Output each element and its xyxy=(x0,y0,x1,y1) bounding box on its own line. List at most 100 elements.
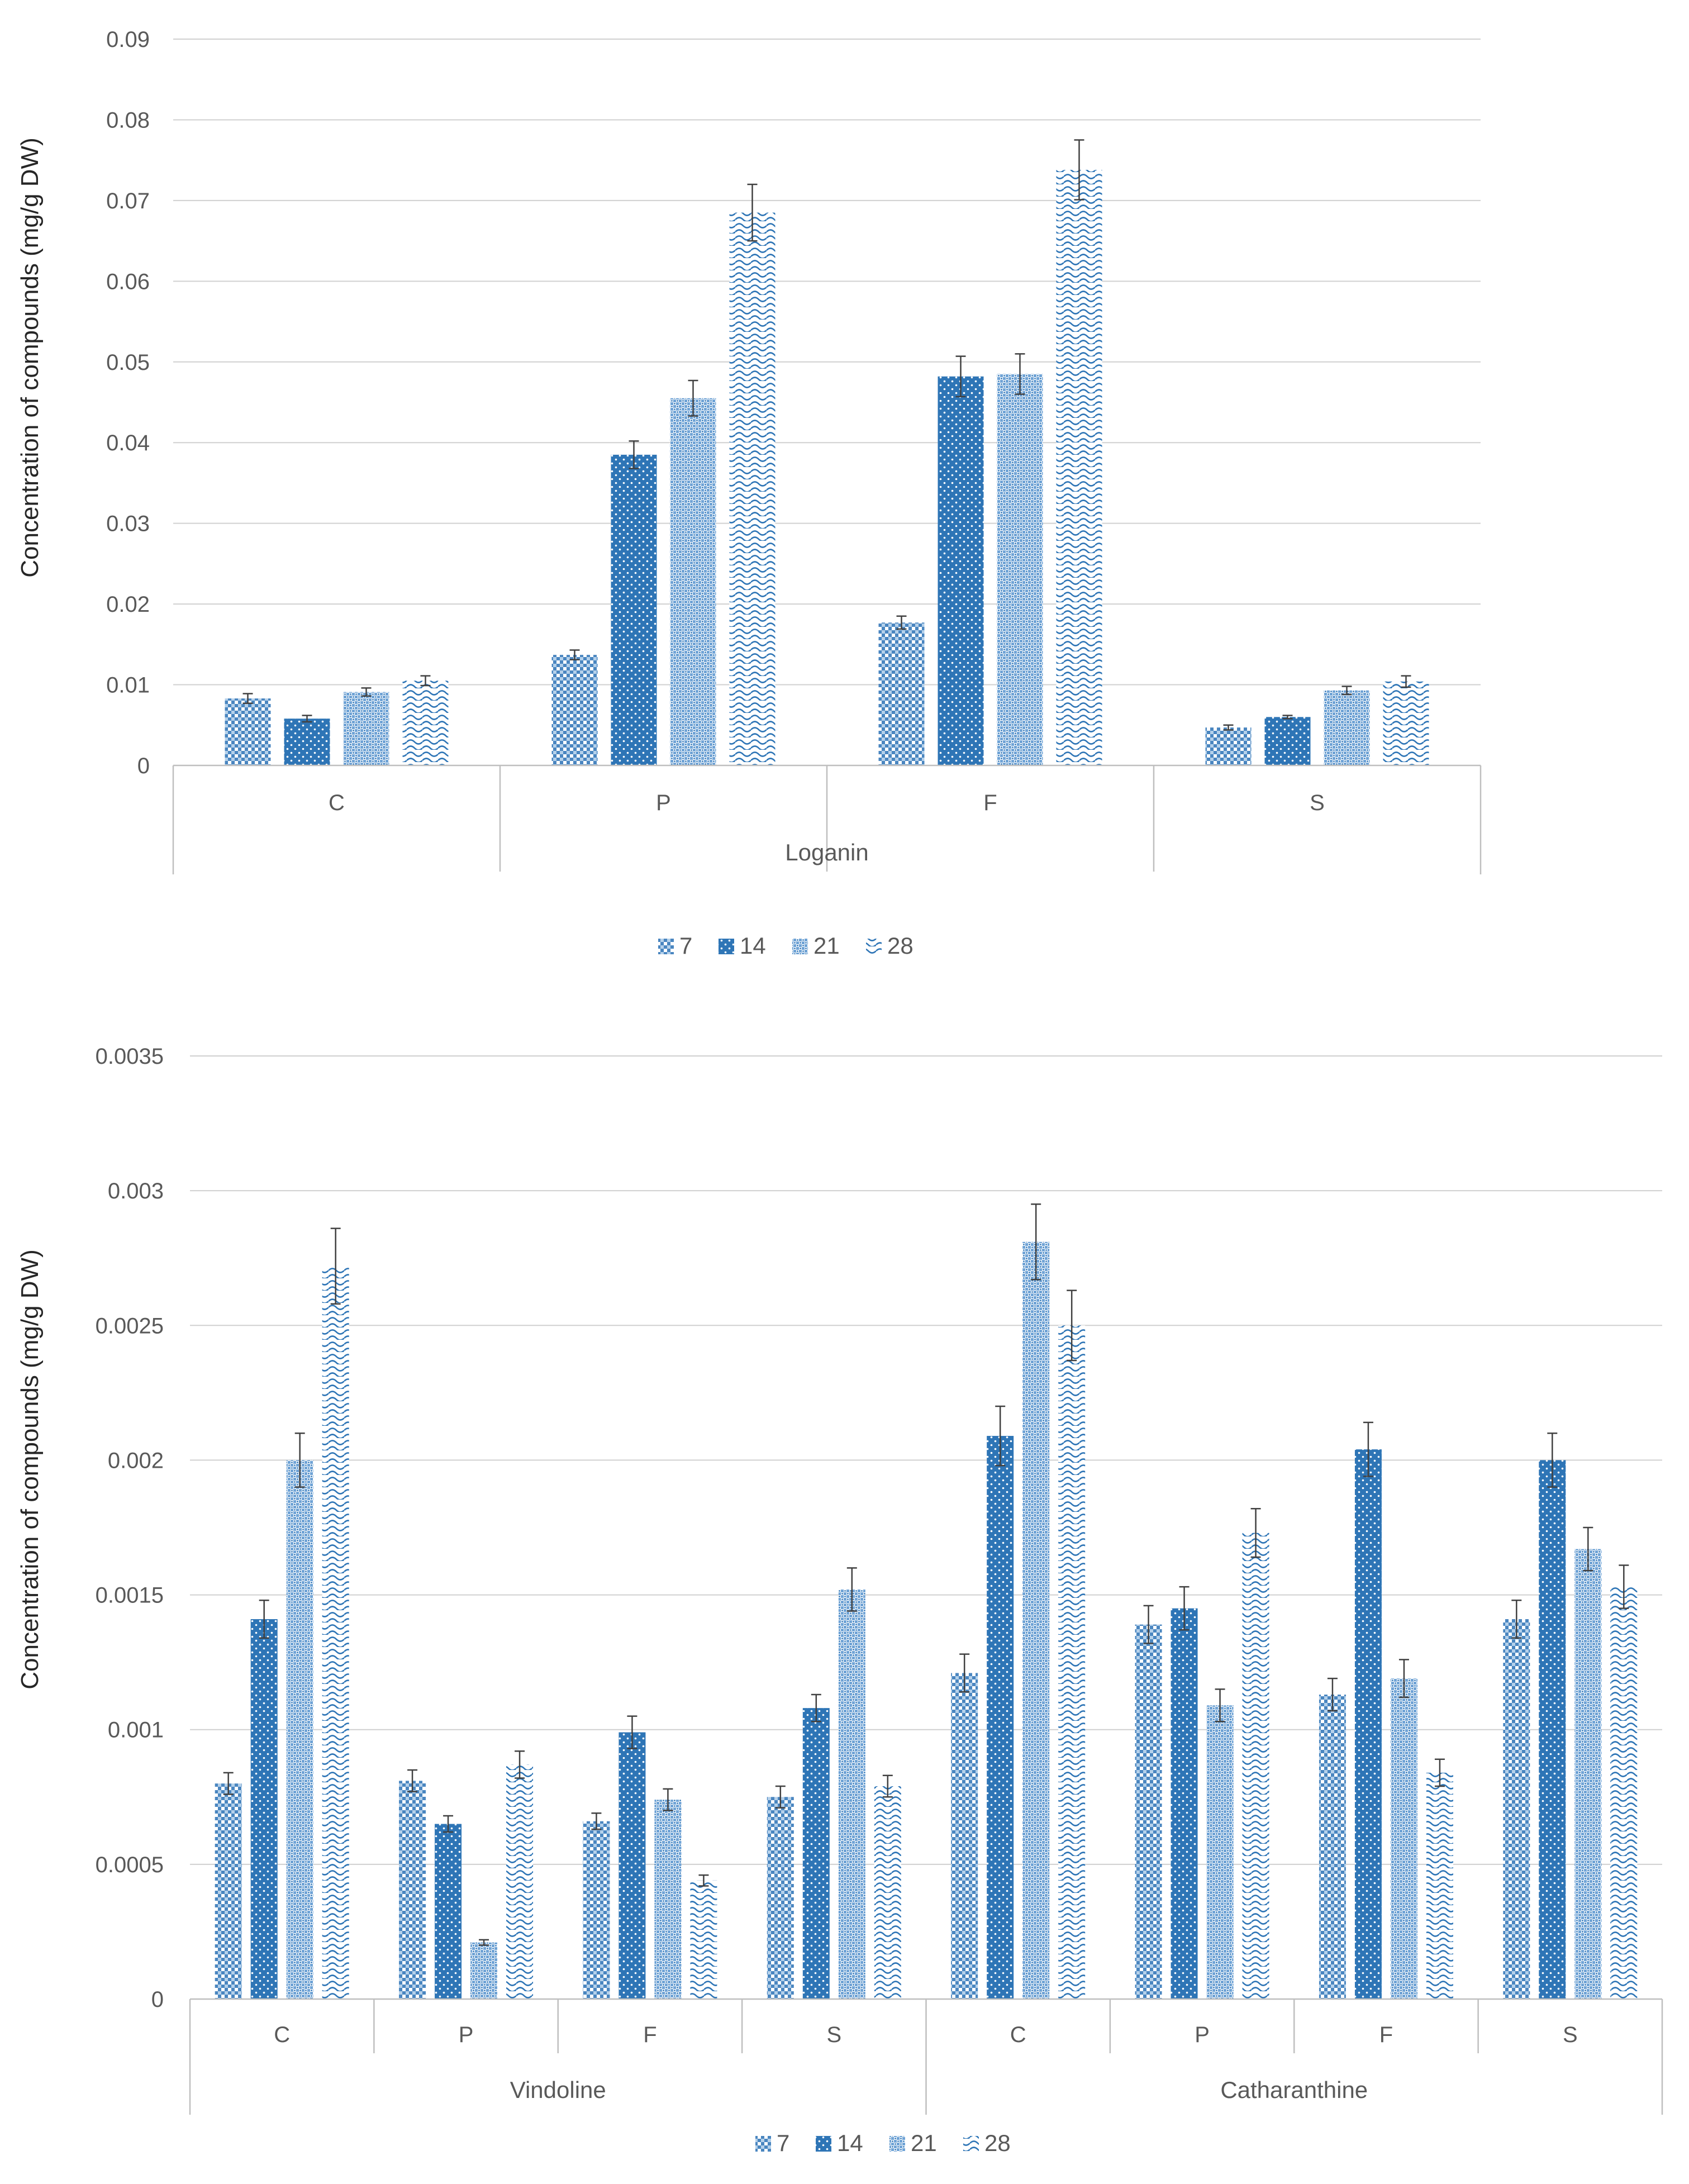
bar-series-21 xyxy=(470,1942,498,1999)
bar-series-21 xyxy=(1324,690,1370,765)
y-axis-label: Concentration of compounds (mg/g DW) xyxy=(16,1249,44,1689)
legend-swatch xyxy=(719,939,734,954)
bar-series-7 xyxy=(878,622,925,765)
bar-series-14 xyxy=(1539,1460,1566,1999)
bar-series-28 xyxy=(1242,1533,1269,1999)
legend-label: 7 xyxy=(679,932,692,959)
category-label: C xyxy=(274,2023,290,2047)
legend-item-28: 28 xyxy=(963,2130,1011,2156)
x-axis xyxy=(172,764,1482,874)
group-label: Catharanthine xyxy=(1220,2077,1368,2103)
y-tick-label: 0 xyxy=(137,754,150,778)
bar-series-21 xyxy=(286,1460,313,1999)
y-tick-label: 0.05 xyxy=(106,350,150,375)
category-label: P xyxy=(459,2023,474,2047)
y-tick-labels: 0 0.0005 0.001 0.0015 0.002 0.0025 0.003 0.0035 xyxy=(96,1044,164,2012)
loganin-chart: 0 0.01 0.02 0.03 0.04 0.05 0.06 0.07 0.08 0.09 C P… xyxy=(16,27,1482,959)
bar-series-28 xyxy=(322,1266,349,1999)
bar-series-21 xyxy=(1574,1549,1602,1999)
legend-label: 14 xyxy=(837,2130,863,2156)
bar-series-28 xyxy=(1058,1325,1086,1999)
bars xyxy=(215,1241,1638,1999)
error-bars xyxy=(242,139,1411,731)
legend-item-21: 21 xyxy=(792,932,840,959)
y-tick-label: 0.02 xyxy=(106,592,150,617)
y-tick-label: 0.0035 xyxy=(96,1044,164,1069)
bar-series-7 xyxy=(1319,1695,1346,1999)
bar-series-14 xyxy=(435,1824,462,1999)
legend-swatch xyxy=(963,2136,979,2152)
y-tick-label: 0.06 xyxy=(106,269,150,294)
x-axis xyxy=(189,1998,1663,2115)
legend-label: 21 xyxy=(911,2130,937,2156)
bar-series-21 xyxy=(654,1800,682,1999)
category-label: S xyxy=(826,2023,841,2047)
bar-series-14 xyxy=(618,1732,646,1999)
legend-swatch xyxy=(889,2136,905,2152)
bar-series-28 xyxy=(729,212,775,765)
category-label: C xyxy=(329,791,345,815)
legend-label: 7 xyxy=(777,2130,789,2156)
legend-item-14: 14 xyxy=(816,2130,863,2156)
legend-item-7: 7 xyxy=(658,932,692,959)
bar-series-7 xyxy=(399,1781,426,1999)
y-tick-label: 0.01 xyxy=(106,673,150,698)
bar-series-14 xyxy=(1171,1608,1198,1999)
legend: 7 14 21 28 xyxy=(755,2130,1011,2156)
y-tick-label: 0.08 xyxy=(106,108,150,132)
y-tick-label: 0.0015 xyxy=(96,1583,164,1608)
bar-series-7 xyxy=(951,1673,978,1999)
bar-series-14 xyxy=(1354,1449,1382,1999)
y-tick-label: 0.09 xyxy=(106,27,150,52)
category-label: P xyxy=(1195,2023,1210,2047)
vindoline-catharanthine-chart: 0 0.0005 0.001 0.0015 0.002 0.0025 0.003 0.0035… xyxy=(16,1044,1663,2156)
group-labels: Loganin xyxy=(785,839,868,865)
bar-series-14 xyxy=(938,376,984,765)
bar-series-21 xyxy=(670,398,716,765)
error-bars xyxy=(223,1203,1629,1946)
gridlines xyxy=(190,1055,1662,1865)
y-axis-label: Concentration of compounds (mg/g DW) xyxy=(16,137,44,577)
bar-series-14 xyxy=(284,719,330,765)
bar-series-14 xyxy=(250,1619,278,1999)
bar-series-21 xyxy=(1022,1241,1050,1999)
bar-series-7 xyxy=(583,1821,610,1999)
bar-series-28 xyxy=(1056,170,1102,765)
y-tick-label: 0.04 xyxy=(106,431,150,455)
category-label: F xyxy=(1379,2023,1393,2047)
legend-label: 28 xyxy=(887,932,914,959)
bars xyxy=(225,170,1429,765)
bar-series-14 xyxy=(987,1436,1014,1999)
bar-series-28 xyxy=(506,1764,534,1999)
category-label: S xyxy=(1563,2023,1578,2047)
category-label: F xyxy=(643,2023,656,2047)
y-tick-label: 0.07 xyxy=(106,189,150,213)
bar-series-7 xyxy=(1503,1619,1530,1999)
bar-series-21 xyxy=(343,692,389,765)
bar-series-28 xyxy=(1426,1772,1453,1999)
y-tick-label: 0.003 xyxy=(108,1179,164,1203)
bar-series-21 xyxy=(1390,1678,1417,1999)
group-label: Loganin xyxy=(785,839,868,865)
legend-item-14: 14 xyxy=(719,932,766,959)
bar-series-14 xyxy=(1264,717,1311,765)
bar-series-14 xyxy=(802,1708,830,1999)
bar-series-7 xyxy=(551,655,598,765)
gridlines xyxy=(173,39,1481,686)
y-tick-label: 0.002 xyxy=(108,1448,164,1473)
bar-series-7 xyxy=(767,1797,794,1999)
legend: 7 14 21 28 xyxy=(658,932,914,959)
bar-series-14 xyxy=(611,454,657,765)
category-label: P xyxy=(656,791,671,815)
legend-label: 21 xyxy=(813,932,840,959)
group-label: Vindoline xyxy=(510,2077,606,2103)
bar-series-28 xyxy=(1610,1587,1638,1999)
legend-label: 14 xyxy=(740,932,766,959)
bar-series-7 xyxy=(1205,727,1252,765)
category-label: S xyxy=(1310,791,1325,815)
bar-series-28 xyxy=(1383,681,1429,765)
legend-swatch xyxy=(755,2136,771,2152)
